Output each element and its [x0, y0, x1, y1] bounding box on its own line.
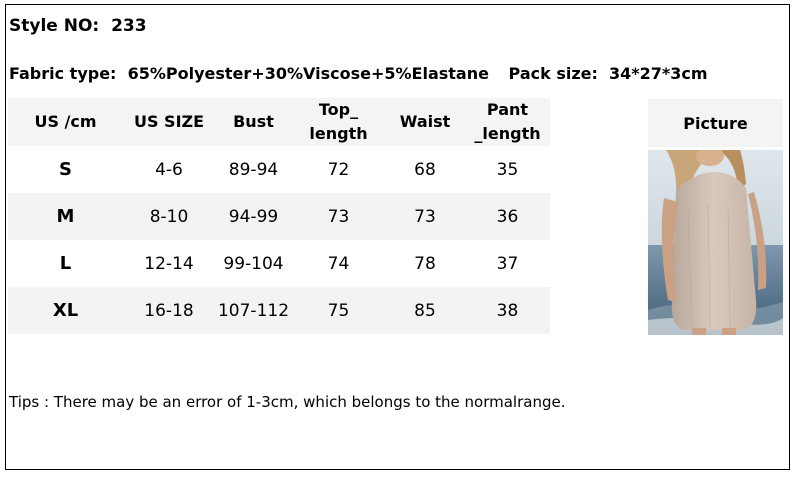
column-header: Pant _length — [465, 98, 550, 146]
size-name-cell: M — [8, 193, 123, 240]
column-header: US SIZE — [123, 98, 215, 146]
pack-size-value: 34*27*3cm — [609, 64, 708, 83]
table-cell: 16-18 — [123, 287, 215, 334]
document-frame — [5, 4, 790, 470]
table-cell: 85 — [385, 287, 465, 334]
table-cell: 36 — [465, 193, 550, 240]
column-header: Waist — [385, 98, 465, 146]
product-photo — [648, 150, 783, 335]
fabric-info-line: Fabric type: 65%Polyester+30%Viscose+5%E… — [9, 64, 708, 83]
pack-size-label: Pack size: — [508, 64, 598, 83]
size-name-cell: S — [59, 159, 72, 180]
column-header-text: Top_ — [318, 100, 359, 119]
column-header: US /cm — [8, 98, 123, 146]
size-name-cell: XL — [8, 287, 123, 334]
table-row: M 8-10 94-99 73 73 36 — [8, 193, 550, 240]
table-cell: 68 — [414, 159, 436, 180]
table-cell: 99-104 — [223, 253, 284, 274]
table-row: L 12-14 99-104 74 78 37 — [8, 240, 550, 287]
table-cell: 73 — [292, 193, 385, 240]
table-cell: 12-14 — [144, 253, 194, 274]
table-cell: 73 — [385, 193, 465, 240]
table-cell: 94-99 — [215, 193, 292, 240]
fabric-type-value: 65%Polyester+30%Viscose+5%Elastane — [127, 64, 489, 83]
column-header-text: length — [309, 124, 368, 143]
table-row: S 4-6 89-94 72 68 35 — [8, 146, 550, 193]
column-header-text: Pant — [486, 100, 529, 119]
size-name-cell: L — [59, 253, 72, 274]
table-cell: 74 — [327, 253, 350, 274]
table-cell: 38 — [465, 287, 550, 334]
style-number-label: Style NO: — [9, 16, 100, 36]
column-header-text: Waist — [399, 112, 451, 131]
style-number-line: Style NO: 233 — [9, 16, 147, 36]
tips-note: Tips : There may be an error of 1-3cm, w… — [9, 393, 566, 411]
table-header-row: US /cm US SIZE Bust Top_length Waist Pant _len… — [8, 98, 550, 146]
table-cell: 8-10 — [123, 193, 215, 240]
table-body: S 4-6 89-94 72 68 35 M 8-10 94-99 73 73 36 L 12-14 99-… — [8, 146, 550, 334]
table-cell: 35 — [496, 159, 519, 180]
table-cell: 72 — [327, 159, 350, 180]
table-cell: 4-6 — [155, 159, 183, 180]
table-cell: 89-94 — [228, 159, 279, 180]
table-row: XL 16-18 107-112 75 85 38 — [8, 287, 550, 334]
fabric-type-label: Fabric type: — [9, 64, 117, 83]
column-header: Top_length — [292, 98, 385, 146]
table-cell: 75 — [292, 287, 385, 334]
column-header: Bust — [215, 98, 292, 146]
picture-header: Picture — [648, 99, 783, 147]
column-header-text: US SIZE — [133, 112, 205, 131]
size-chart-table: US /cm US SIZE Bust Top_length Waist Pant _len… — [8, 98, 550, 334]
column-header-text: Bust — [233, 112, 274, 131]
table-cell: 78 — [414, 253, 436, 274]
table-cell: 37 — [496, 253, 519, 274]
column-header-text: _length — [474, 124, 541, 143]
table-cell: 107-112 — [215, 287, 292, 334]
style-number-value: 233 — [111, 16, 147, 36]
column-header-text: US /cm — [34, 112, 97, 131]
